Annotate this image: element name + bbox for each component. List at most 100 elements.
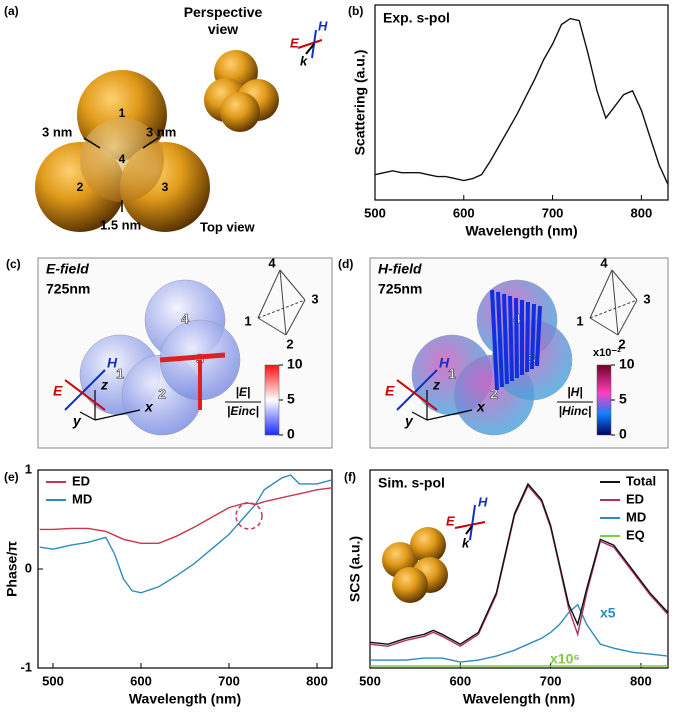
axis-label: z xyxy=(100,377,108,393)
gap-label: 3 nm xyxy=(42,124,72,139)
field-label: E-field xyxy=(46,261,89,277)
field-arrow xyxy=(490,289,499,391)
colorbar xyxy=(264,364,280,436)
panel-label: (c) xyxy=(6,257,21,271)
colorbar-label: |E| xyxy=(236,385,251,399)
tetra-edge xyxy=(257,317,287,336)
tetra-edge xyxy=(257,299,306,319)
series-line xyxy=(369,484,669,648)
tetra-edge xyxy=(589,299,638,319)
axis-arrow xyxy=(297,39,323,49)
tetra-label: 3 xyxy=(643,291,650,306)
tetra-edge xyxy=(279,269,306,301)
x-tick-label: 600 xyxy=(453,205,475,220)
axis-arrow xyxy=(94,409,141,421)
x-tick-label: 800 xyxy=(306,673,328,688)
sphere-label: 4 xyxy=(181,311,189,327)
field-arrow xyxy=(496,291,504,388)
axis-arrow xyxy=(411,411,428,421)
axis-label: k xyxy=(462,535,470,550)
tetra-edge xyxy=(257,269,281,319)
field-arrow xyxy=(508,295,514,382)
panel-label: (a) xyxy=(4,4,19,18)
x-tick-label: 700 xyxy=(540,673,562,688)
gap-label: 1.5 nm xyxy=(100,217,141,232)
axis-label: z xyxy=(432,377,440,393)
tetra-label: 1 xyxy=(576,313,583,328)
sphere-label: 1 xyxy=(119,106,126,120)
axis-arrow xyxy=(469,504,476,541)
sphere-label: 2 xyxy=(77,180,84,194)
axis-arrow xyxy=(465,525,473,535)
chart-title: Sim. s-pol xyxy=(378,475,445,491)
tetra-edge xyxy=(589,317,619,336)
axis-label: H xyxy=(478,494,488,509)
sphere-label: 2 xyxy=(490,386,498,402)
highlight xyxy=(235,502,263,530)
view-title: Perspective view xyxy=(184,4,263,37)
axis-arrow xyxy=(396,379,438,411)
axis-arrow xyxy=(305,43,315,55)
tetra-label: 4 xyxy=(268,255,276,270)
axis-label: E xyxy=(290,35,299,50)
x-tick-label: 500 xyxy=(359,673,381,688)
axis-label: x xyxy=(476,399,486,415)
axis-label: y xyxy=(404,413,414,429)
series-line xyxy=(39,487,333,544)
x-axis-label: Wavelength (nm) xyxy=(465,223,577,239)
wavelength-label: 725nm xyxy=(378,281,422,297)
legend-label: MD xyxy=(72,491,92,506)
tetra-label: 4 xyxy=(600,255,608,270)
gap-arrow xyxy=(83,137,101,149)
panel-label: (b) xyxy=(348,4,363,18)
tetra-edge xyxy=(589,269,613,319)
view-label: Top view xyxy=(200,219,256,234)
axis-label: E xyxy=(53,383,63,399)
colorbar-tick-label: 10 xyxy=(619,356,635,372)
y-tick-label: 0 xyxy=(25,560,32,575)
colorbar-tick-label: 0 xyxy=(287,426,295,442)
axis-arrow xyxy=(64,369,106,411)
x-axis-label: Wavelength (nm) xyxy=(129,691,241,707)
axis-label: H xyxy=(439,355,450,371)
tetra-label: 3 xyxy=(311,291,318,306)
field-arrow xyxy=(535,305,542,367)
y-axis-label: SCS (a.u.) xyxy=(347,536,363,602)
x-axis-label: Wavelength (nm) xyxy=(463,691,575,707)
legend-label: ED xyxy=(626,491,644,506)
field-arrow xyxy=(159,352,226,363)
panel-a: (a) 1 2 3 4 3 nm 3 nm 1.5 nm Top view Pe… xyxy=(4,4,328,234)
annotation: x5 xyxy=(600,605,616,621)
axis-label: y xyxy=(72,413,82,429)
sphere-label: 1 xyxy=(448,366,456,382)
colorbar-label: |Hinc| xyxy=(559,404,592,418)
tetra-edge xyxy=(285,299,306,336)
colorbar-tick-label: 5 xyxy=(287,391,295,407)
plot-frame xyxy=(374,4,669,201)
colorbar-tick-label: 5 xyxy=(619,391,627,407)
x-tick-label: 800 xyxy=(631,205,653,220)
plot-frame xyxy=(369,469,669,669)
series-line xyxy=(374,17,669,185)
colorbar-tick-label: 0 xyxy=(619,426,627,442)
field-arrow xyxy=(502,293,509,385)
wavelength-label: 725nm xyxy=(46,281,90,297)
field-label: H-field xyxy=(378,261,422,277)
axis-label: E xyxy=(385,383,395,399)
colorbar-label: |H| xyxy=(567,385,582,399)
axis-label: E xyxy=(446,513,455,528)
axis-label: H xyxy=(318,18,328,33)
y-axis-label: Scattering (a.u.) xyxy=(352,50,368,156)
colorbar xyxy=(596,364,612,436)
series-line xyxy=(369,482,669,646)
inset-sphere xyxy=(410,527,446,563)
field-arrow xyxy=(525,301,530,373)
series-line xyxy=(39,474,333,594)
x-tick-label: 600 xyxy=(449,673,471,688)
axis-arrow xyxy=(396,369,438,411)
axis-arrow xyxy=(426,409,473,421)
tetra-edge xyxy=(279,269,287,336)
annotation: x10⁶ xyxy=(550,651,580,667)
chart-title: Exp. s-pol xyxy=(383,10,450,26)
